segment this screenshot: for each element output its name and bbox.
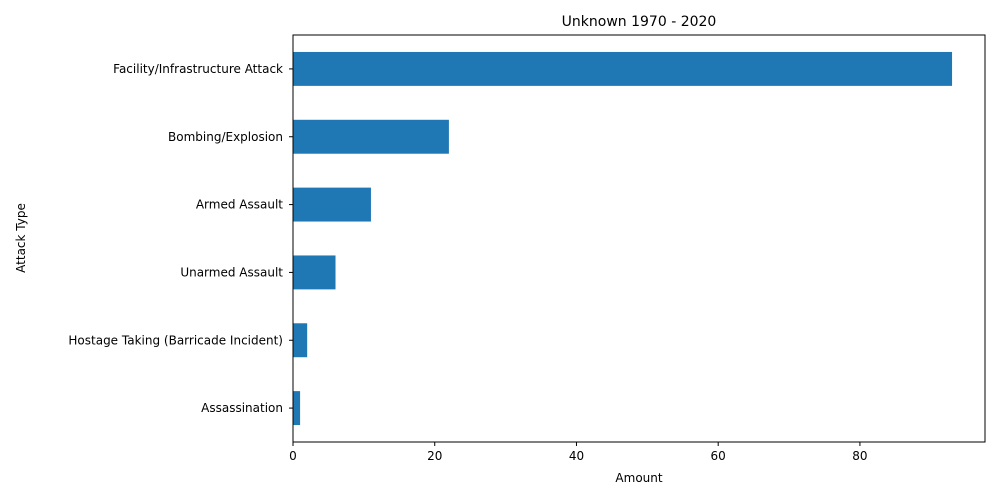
y-tick-label-3: Unarmed Assault: [180, 265, 283, 279]
x-tick-label-4: 80: [852, 449, 867, 463]
bar-3: [293, 255, 336, 290]
x-axis-ticks: 0 20 40 60 80: [289, 442, 868, 463]
bar-1: [293, 119, 449, 154]
bar-0: [293, 51, 953, 86]
y-tick-label-5: Assassination: [201, 401, 283, 415]
chart-title: Unknown 1970 - 2020: [562, 14, 717, 30]
y-axis-ticks: Facility/Infrastructure Attack Bombing/Ex…: [68, 62, 293, 415]
bars-group: [293, 51, 953, 426]
plot-frame: [292, 34, 986, 443]
x-tick-label-0: 0: [289, 449, 297, 463]
x-tick-label-3: 60: [711, 449, 726, 463]
bar-4: [293, 323, 308, 358]
y-tick-label-1: Bombing/Explosion: [168, 130, 283, 144]
y-tick-label-2: Armed Assault: [196, 198, 283, 212]
x-tick-label-2: 40: [569, 449, 584, 463]
y-axis-label: Attack Type: [14, 203, 28, 273]
bar-5: [293, 391, 301, 426]
x-axis-label: Amount: [615, 471, 662, 485]
x-tick-label-1: 20: [427, 449, 442, 463]
y-tick-label-4: Hostage Taking (Barricade Incident): [68, 333, 283, 347]
y-tick-label-0: Facility/Infrastructure Attack: [113, 62, 283, 76]
bar-2: [293, 187, 371, 222]
